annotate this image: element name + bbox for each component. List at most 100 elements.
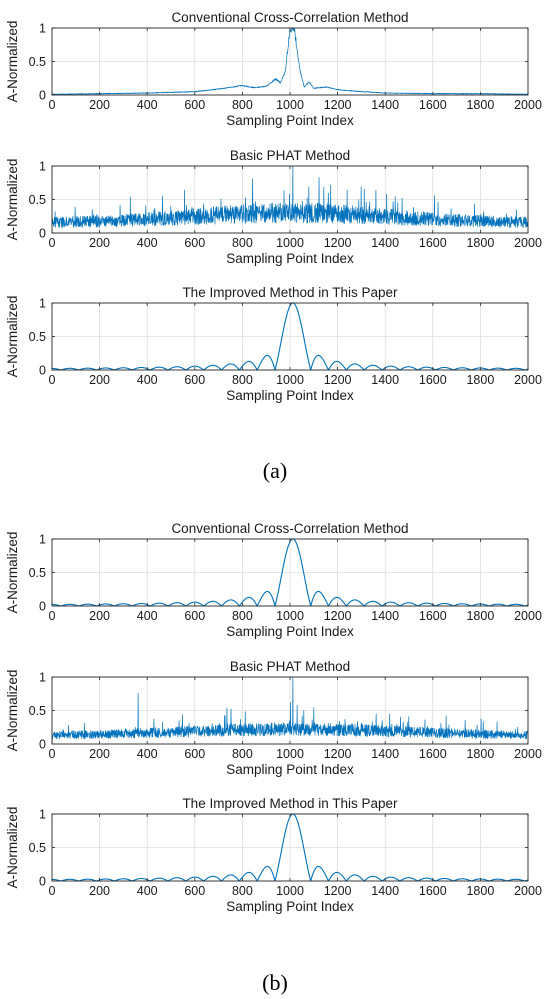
x-tick-label: 1400 [371,236,399,250]
chart-title: Conventional Cross-Correlation Method [171,10,408,25]
x-tick-label: 600 [184,236,205,250]
x-tick-label: 1000 [276,236,304,250]
x-tick-label: 400 [137,609,158,623]
y-tick-label: 1 [39,160,46,174]
x-tick-label: 800 [232,747,253,761]
x-tick-label: 1200 [324,884,352,898]
x-tick-label: 1200 [324,747,352,761]
x-axis-label: Sampling Point Index [226,251,354,266]
x-axis-label: Sampling Point Index [226,388,354,403]
x-tick-label: 2000 [514,747,542,761]
x-tick-label: 600 [184,98,205,112]
x-tick-label: 0 [49,373,56,387]
x-tick-label: 1000 [276,747,304,761]
x-axis-label: Sampling Point Index [226,113,354,128]
x-tick-label: 400 [137,236,158,250]
x-tick-label: 2000 [514,98,542,112]
x-tick-label: 0 [49,884,56,898]
x-tick-label: 200 [89,747,110,761]
x-axis-label: Sampling Point Index [226,762,354,777]
chart-title: Basic PHAT Method [230,148,350,163]
x-tick-label: 1600 [419,747,447,761]
x-tick-label: 1000 [276,98,304,112]
x-tick-label: 1400 [371,884,399,898]
y-tick-label: 0 [39,89,46,103]
y-tick-label: 1 [39,22,46,36]
chart-title: The Improved Method in This Paper [182,796,398,811]
x-tick-label: 600 [184,884,205,898]
y-tick-label: 0 [39,600,46,614]
y-tick-label: 0.5 [29,566,46,580]
x-tick-label: 600 [184,609,205,623]
y-tick-label: 0 [39,738,46,752]
subplot: 0 200 400 600 800 1000 1200 1400 1600 1800 2000 0 0.… [5,521,542,639]
subplot: 0 200 400 600 800 1000 1200 1400 1600 1800 2000 0 0.… [5,659,542,777]
x-tick-label: 2000 [514,884,542,898]
x-tick-label: 800 [232,609,253,623]
x-tick-label: 1400 [371,373,399,387]
x-tick-label: 400 [137,884,158,898]
subplot: 0 200 400 600 800 1000 1200 1400 1600 1800 2000 0 0.… [5,10,542,128]
x-tick-label: 1000 [276,373,304,387]
x-tick-label: 1800 [466,236,494,250]
x-tick-label: 800 [232,236,253,250]
x-tick-label: 1000 [276,884,304,898]
y-tick-label: 0.5 [29,841,46,855]
y-axis-label: A-Normalized [5,532,20,614]
x-tick-label: 0 [49,98,56,112]
x-tick-label: 1000 [276,609,304,623]
x-tick-label: 1200 [324,609,352,623]
x-tick-label: 1200 [324,98,352,112]
x-tick-label: 0 [49,236,56,250]
x-axis-label: Sampling Point Index [226,899,354,914]
series-line [51,676,529,740]
x-tick-label: 1400 [371,609,399,623]
x-tick-label: 200 [89,609,110,623]
subplots-container: 0 200 400 600 800 1000 1200 1400 1600 1800 200000.… [5,10,542,914]
x-tick-label: 600 [184,373,205,387]
x-tick-label: 1400 [371,747,399,761]
x-tick-label: 1400 [371,98,399,112]
x-tick-label: 200 [89,884,110,898]
x-tick-label: 800 [232,373,253,387]
y-tick-label: 0.5 [29,704,46,718]
x-tick-label: 1600 [419,98,447,112]
x-tick-label: 1200 [324,373,352,387]
x-tick-label: 200 [89,98,110,112]
y-axis-label: A-Normalized [5,159,20,241]
y-tick-label: 1 [39,808,46,822]
y-tick-label: 0 [39,227,46,241]
x-tick-label: 0 [49,747,56,761]
x-axis-label: Sampling Point Index [226,624,354,639]
x-tick-label: 1800 [466,747,494,761]
chart-title: Basic PHAT Method [230,659,350,674]
subplot: 0 200 400 600 800 1000 1200 1400 1600 1800 2000 0 0.… [5,796,542,914]
x-tick-label: 600 [184,747,205,761]
y-axis-label: A-Normalized [5,807,20,889]
x-tick-label: 2000 [514,236,542,250]
panel-label-b: (b) [262,970,288,995]
x-tick-label: 1800 [466,98,494,112]
x-tick-label: 1800 [466,609,494,623]
x-tick-label: 400 [137,373,158,387]
y-tick-label: 0.5 [29,193,46,207]
x-tick-label: 1200 [324,236,352,250]
y-tick-label: 1 [39,533,46,547]
x-tick-label: 400 [137,747,158,761]
chart-title: Conventional Cross-Correlation Method [171,521,408,536]
panel-label-a: (a) [263,458,287,483]
x-tick-label: 2000 [514,373,542,387]
x-tick-label: 1600 [419,236,447,250]
y-axis-label: A-Normalized [5,21,20,103]
y-tick-label: 0.5 [29,330,46,344]
y-axis-label: A-Normalized [5,296,20,378]
y-tick-label: 0 [39,364,46,378]
y-tick-label: 1 [39,671,46,685]
y-tick-label: 1 [39,297,46,311]
x-tick-label: 800 [232,98,253,112]
x-tick-label: 1600 [419,373,447,387]
subplot: 0 200 400 600 800 1000 1200 1400 1600 1800 2000 0 0.… [5,148,542,266]
x-tick-label: 800 [232,884,253,898]
x-tick-label: 400 [137,98,158,112]
